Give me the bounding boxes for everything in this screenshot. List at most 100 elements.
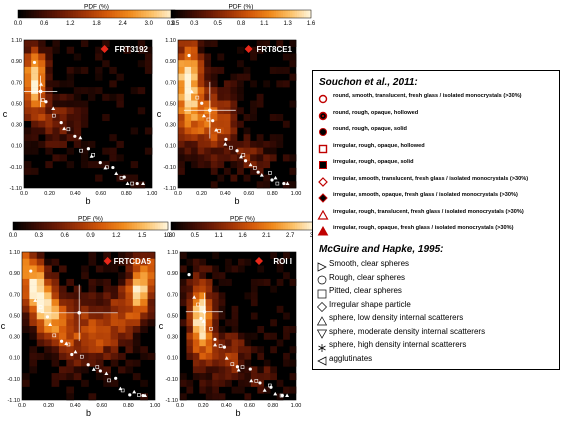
heatmap-cell <box>125 326 134 334</box>
heatmap-cell <box>199 312 207 320</box>
heatmap-cell <box>178 87 185 95</box>
heatmap-cell <box>204 40 212 48</box>
sample-point <box>91 152 95 157</box>
heatmap-cell <box>210 93 218 101</box>
sample-point <box>132 389 137 394</box>
colorbar-segment <box>222 10 226 18</box>
heatmap-cell <box>197 73 205 81</box>
heatmap-cell <box>237 120 244 128</box>
heatmap-cell <box>95 373 104 381</box>
sample-point <box>44 100 48 104</box>
heatmap-cell <box>217 140 225 148</box>
heatmap-cell <box>212 326 219 334</box>
colorbar-segment <box>173 10 177 18</box>
heatmap-cell <box>132 332 141 340</box>
heatmap-cell <box>186 312 194 320</box>
heatmap-cell <box>73 127 82 135</box>
colorbar-segment <box>268 222 272 230</box>
heatmap-cell <box>103 352 111 360</box>
heatmap-cell <box>244 332 252 340</box>
colorbar-segment <box>64 222 68 230</box>
heatmap-cell <box>103 379 111 387</box>
heatmap-cell <box>205 386 213 394</box>
x-tick-label: 0.60 <box>244 403 255 409</box>
heatmap-cell <box>66 147 75 155</box>
heatmap-cell <box>29 346 38 354</box>
colorbar-segment <box>146 10 150 18</box>
heatmap-cell <box>191 120 198 128</box>
heatmap-cell <box>250 366 258 374</box>
heatmap-cell <box>31 120 39 128</box>
colorbar-segment <box>15 222 19 230</box>
heatmap-cell <box>73 292 82 300</box>
heatmap-cell <box>144 53 153 61</box>
sample-point <box>98 369 102 373</box>
sample-point <box>114 171 119 175</box>
heatmap-cell <box>276 140 284 148</box>
colorbar-segment <box>257 10 261 18</box>
heatmap-cell <box>116 93 124 101</box>
heatmap-cell <box>282 80 290 88</box>
heatmap-cell <box>36 339 45 347</box>
colorbar-segment <box>306 222 310 230</box>
colorbar-segment <box>232 222 236 230</box>
sample-point <box>238 154 243 159</box>
heatmap-cell <box>263 147 271 155</box>
heatmap-cell <box>59 127 67 135</box>
colorbar-segment <box>157 222 161 230</box>
heatmap-cell <box>256 140 264 148</box>
heatmap-cell <box>109 154 117 162</box>
heatmap-cell <box>140 285 148 293</box>
x-axis-label: b <box>85 196 90 206</box>
colorbar-segment <box>140 10 145 18</box>
colorbar-segment <box>80 10 84 18</box>
colorbar-segment <box>285 222 289 230</box>
heatmap-cell <box>58 346 67 354</box>
heatmap-cell <box>73 93 82 101</box>
colorbar-segment <box>85 222 89 230</box>
heatmap-cell <box>88 332 97 340</box>
heatmap-cell <box>80 120 89 128</box>
heatmap-cell <box>237 60 244 68</box>
colorbar-segment <box>142 222 146 230</box>
heatmap-cell <box>256 147 264 155</box>
heatmap-cell <box>36 332 45 340</box>
heatmap-cell <box>29 305 38 313</box>
heatmap-cell <box>192 305 200 313</box>
heatmap-cell <box>184 154 192 162</box>
colorbar-segment <box>137 222 141 230</box>
heatmap-cell <box>184 87 192 95</box>
triangle-filled-icon <box>317 223 329 236</box>
heatmap-cell <box>110 258 119 266</box>
sample-point <box>130 181 134 186</box>
heatmap-cell <box>66 134 75 142</box>
sample-point <box>201 113 206 118</box>
y-tick-label: 0.90 <box>9 271 20 277</box>
colorbar-segment <box>197 222 201 230</box>
plot-frame <box>21 251 156 401</box>
heatmap-cell <box>102 114 110 122</box>
heatmap-cell <box>197 80 205 88</box>
sample-point <box>52 113 56 118</box>
heatmap-cell <box>45 161 53 169</box>
panel-4: PDF (%)0.00.51.11.62.12.73.21.100.900.70… <box>159 216 319 419</box>
heatmap-cell <box>81 326 89 334</box>
heatmap-cell <box>95 73 103 81</box>
heatmap-cell <box>197 93 205 101</box>
sample-point <box>62 126 67 131</box>
sample-point <box>285 181 290 186</box>
heatmap-cell <box>88 252 97 260</box>
heatmap-cell <box>59 114 67 122</box>
heatmap-cell <box>191 40 198 48</box>
panel-name: FRT8CE1 <box>256 45 292 54</box>
heatmap-cell <box>110 332 119 340</box>
heatmap-cell <box>29 285 38 293</box>
heatmap-cell <box>257 326 265 334</box>
heatmap-cell <box>250 346 258 354</box>
heatmap-cell <box>180 252 187 260</box>
colorbar-segment <box>180 10 184 18</box>
heatmap-cell <box>73 299 82 307</box>
y-axis-label: c <box>1 321 6 331</box>
heatmap-cell <box>22 285 30 293</box>
colorbar-segment <box>280 10 284 18</box>
